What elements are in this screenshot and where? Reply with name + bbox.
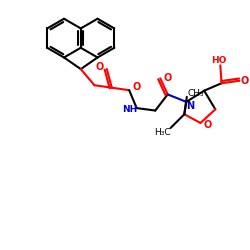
Text: O: O: [163, 73, 171, 83]
Text: HO: HO: [212, 56, 227, 66]
Text: O: O: [203, 120, 212, 130]
Text: CH₃: CH₃: [188, 89, 204, 98]
Text: O: O: [96, 62, 104, 72]
Text: H₃C: H₃C: [154, 128, 170, 138]
Text: N: N: [186, 101, 194, 111]
Text: NH: NH: [122, 105, 137, 114]
Text: O: O: [132, 82, 140, 92]
Text: O: O: [241, 76, 249, 86]
